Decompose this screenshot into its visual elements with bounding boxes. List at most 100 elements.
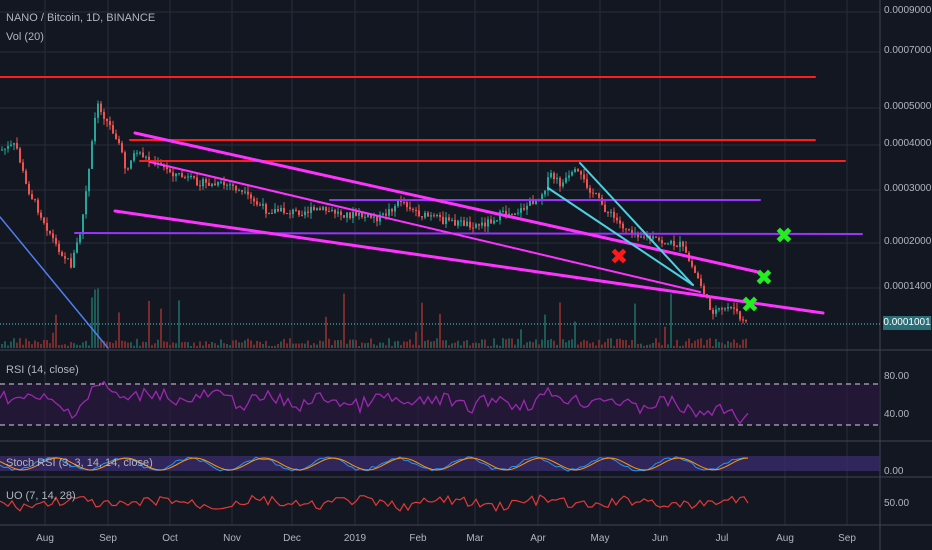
candle-body [37, 199, 39, 213]
volume-bar [661, 345, 663, 348]
volume-bar [319, 340, 321, 348]
price-grid [0, 0, 880, 525]
volume-bar [406, 341, 408, 348]
candle-body [391, 209, 393, 212]
time-axis-label: Nov [223, 533, 241, 544]
volume-bar [334, 340, 336, 348]
price-axis-label: 0.0005000 [884, 101, 932, 112]
volume-label: Vol (20) [6, 31, 44, 43]
volume-bar [202, 345, 204, 348]
candle-body [418, 210, 420, 217]
volume-bar [607, 338, 609, 348]
volume-bar [487, 345, 489, 348]
candle-body [517, 212, 519, 214]
candle-body [403, 202, 405, 204]
volume-bar [367, 342, 369, 348]
channel-upper-line [133, 131, 760, 274]
volume-bar [727, 341, 729, 348]
volume-bar [427, 339, 429, 348]
volume-bar [631, 340, 633, 348]
volume-bar [688, 338, 690, 348]
long-downtrend-line [0, 216, 109, 349]
volume-bar [325, 316, 327, 348]
candle-body [532, 199, 534, 205]
candle-body [316, 208, 318, 210]
candle-body [745, 320, 747, 322]
candle-body [451, 219, 453, 221]
candle-body [58, 243, 60, 252]
candle-body [733, 307, 735, 309]
candle-body [181, 173, 183, 178]
candle-body [172, 172, 174, 177]
volume-bar [7, 345, 9, 348]
volume-bar [382, 342, 384, 348]
candle-body [514, 213, 516, 216]
candle-body [379, 214, 381, 222]
time-axis-label: Aug [776, 533, 794, 544]
candle-body [214, 183, 216, 186]
candle-body [589, 187, 591, 193]
volume-bar [328, 338, 330, 348]
uo-panel [0, 494, 749, 513]
volume-bar [505, 339, 507, 348]
candle-body [739, 311, 741, 320]
volume-bar [580, 341, 582, 348]
rsi-panel [0, 380, 880, 426]
candle-body [562, 182, 564, 187]
time-axis-label: Sep [99, 533, 117, 544]
candle-body [421, 216, 423, 218]
volume-bar [583, 339, 585, 348]
volume-bar [646, 344, 648, 348]
candle-body [112, 125, 114, 134]
candle-body [568, 175, 570, 178]
candle-body [208, 182, 210, 186]
candle-body [715, 309, 717, 314]
volume-bar [619, 338, 621, 348]
volume-bar [286, 343, 288, 348]
annotation-markers[interactable]: ✖ ✖ ✖ ✖ [610, 224, 793, 318]
volume-bar [475, 342, 477, 348]
candle-body [556, 177, 558, 180]
volume-bar [715, 338, 717, 348]
volume-bar [169, 344, 171, 348]
volume-bar [577, 344, 579, 348]
candle-body [415, 209, 417, 211]
volume-bar [643, 345, 645, 348]
drawn-lines[interactable] [0, 76, 863, 349]
candle-body [361, 212, 363, 218]
volume-bar [502, 338, 504, 348]
candle-body [283, 207, 285, 213]
volume-bar [343, 293, 345, 348]
volume-bar [694, 340, 696, 348]
candle-body [412, 208, 414, 210]
volume-bar [376, 345, 378, 348]
candle-body [343, 215, 345, 218]
candle-body [436, 214, 438, 217]
volume-bar [391, 345, 393, 348]
volume-bar [151, 344, 153, 348]
volume-bar [265, 340, 267, 348]
time-axis-label: May [590, 533, 610, 544]
volume-bar [436, 338, 438, 348]
volume-bar [667, 344, 669, 348]
volume-bar [136, 338, 138, 348]
stoch-axis-label: 0.00 [884, 466, 904, 477]
candle-body [610, 211, 612, 213]
volume-bar [556, 344, 558, 348]
candle-body [331, 209, 333, 212]
candle-body [694, 266, 696, 273]
volume-bar [157, 339, 159, 348]
candle-body [382, 213, 384, 215]
volume-bar [445, 340, 447, 348]
candle-body [175, 173, 177, 177]
volume-bar [118, 312, 120, 348]
price-axis-label: 0.0009000 [884, 5, 932, 16]
candle-body [466, 221, 468, 226]
volume-bar [598, 339, 600, 348]
candle-body [553, 172, 555, 180]
volume-bar [337, 339, 339, 348]
candle-body [676, 245, 678, 247]
candle-body [274, 209, 276, 214]
candle-body [40, 212, 42, 218]
